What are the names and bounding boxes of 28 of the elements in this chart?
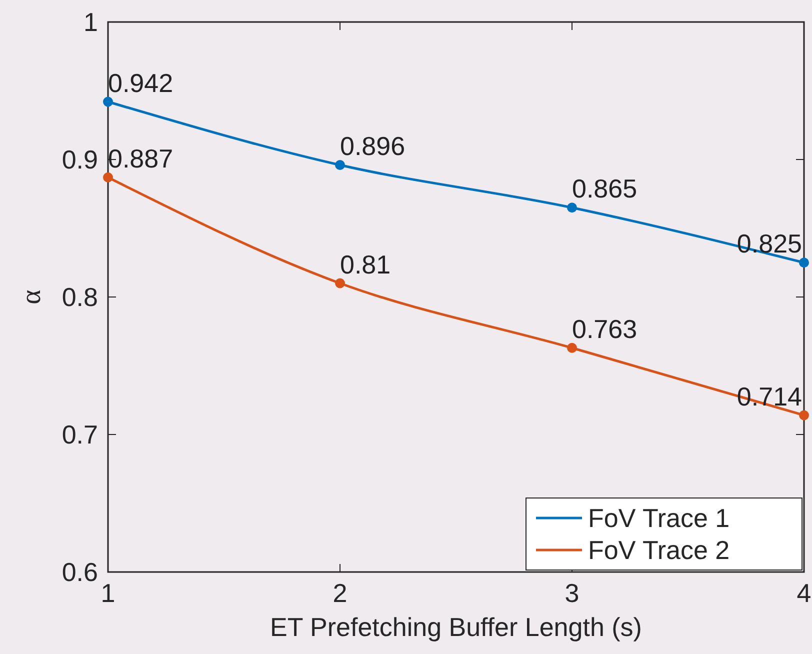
y-tick-label: 0.7: [62, 420, 98, 450]
y-tick-label: 1: [84, 7, 98, 37]
x-tick-label: 4: [796, 578, 812, 608]
point: [335, 160, 345, 170]
data-label: 0.825: [736, 228, 802, 259]
data-label: 0.763: [572, 314, 638, 344]
y-tick-label: 0.9: [62, 144, 98, 174]
point: [103, 96, 113, 107]
x-tick-label: 2: [332, 578, 348, 608]
legend-label: FoV Trace 1: [588, 503, 730, 533]
point: [799, 258, 809, 268]
y-tick-label: 0.8: [62, 282, 98, 312]
data-label: 0.887: [108, 143, 174, 174]
y-tick-label: 0.6: [62, 557, 98, 587]
data-label: 0.714: [736, 381, 802, 412]
data-label: 0.865: [572, 174, 638, 204]
data-label: 0.81: [340, 249, 391, 280]
data-label: 0.942: [108, 68, 174, 98]
point: [103, 172, 113, 182]
x-axis-title: ET Prefetching Buffer Length (s): [270, 612, 642, 642]
y-axis-title: α: [16, 289, 47, 304]
point: [567, 202, 577, 213]
point: [335, 278, 345, 288]
legend-label: FoV Trace 2: [588, 535, 730, 565]
point: [799, 410, 809, 420]
point: [567, 342, 577, 353]
data-label: 0.896: [340, 131, 406, 161]
x-tick-label: 3: [564, 578, 580, 608]
